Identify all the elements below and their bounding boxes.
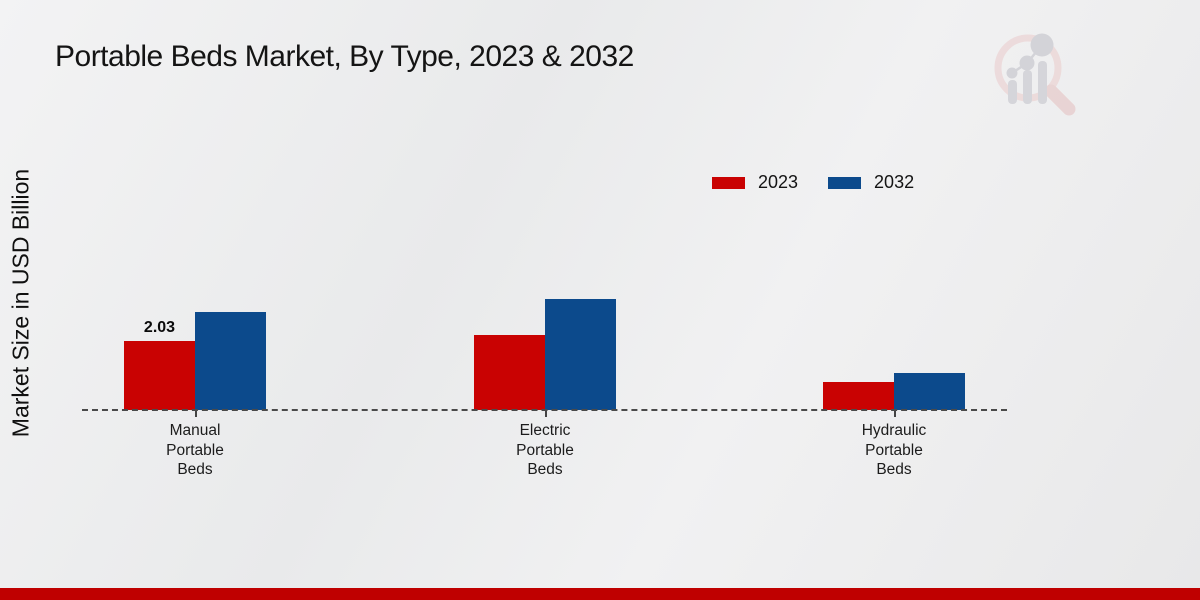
legend-swatch-2032-icon xyxy=(828,176,862,189)
bar-2032-manual-portable-beds xyxy=(195,312,266,410)
category-label-manual-portable-beds: Manual Portable Beds xyxy=(166,422,224,478)
x-axis-baseline xyxy=(82,409,1007,411)
axis-tick xyxy=(894,411,896,417)
legend-item-2032: 2032 xyxy=(828,172,914,193)
legend-swatch-2023-icon xyxy=(712,176,745,189)
legend-label: 2023 xyxy=(758,172,799,192)
legend: 2023 2032 xyxy=(712,172,914,193)
bar-2023-manual-portable-beds xyxy=(124,341,195,410)
legend-item-2023: 2023 xyxy=(712,172,798,193)
bar-2032-hydraulic-portable-beds xyxy=(894,373,965,410)
bar-2023-hydraulic-portable-beds xyxy=(823,382,894,410)
category-label-hydraulic-portable-beds: Hydraulic Portable Beds xyxy=(861,422,927,478)
axis-tick xyxy=(545,411,547,417)
category-label-electric-portable-beds: Electric Portable Beds xyxy=(516,422,574,478)
chart-title: Portable Beds Market, By Type, 2023 & 20… xyxy=(55,40,634,73)
legend-label: 2032 xyxy=(874,172,915,192)
magnifier-bar-chart-logo-icon xyxy=(994,33,1076,116)
bar-2032-electric-portable-beds xyxy=(545,299,616,410)
axis-tick xyxy=(195,411,197,417)
bar-value-label: 2.03 xyxy=(143,319,176,336)
footer-accent-bar xyxy=(0,588,1200,600)
bar-2023-electric-portable-beds xyxy=(474,335,545,410)
